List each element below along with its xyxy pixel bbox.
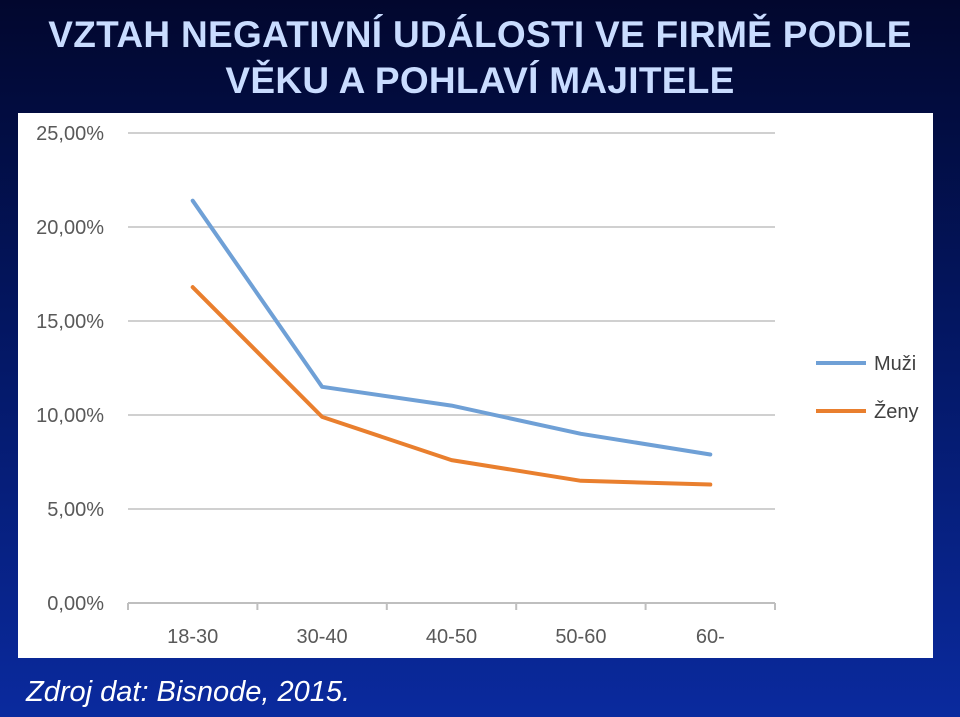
legend-label: Ženy — [874, 400, 918, 423]
legend: Muži Ženy — [816, 353, 918, 423]
slide-title: VZTAH NEGATIVNÍ UDÁLOSTI VE FIRMĚ PODLE … — [0, 12, 960, 104]
y-tick-label: 15,00% — [36, 311, 104, 333]
data-source-note: Zdroj dat: Bisnode, 2015. — [26, 676, 351, 708]
legend-label: Muži — [874, 353, 916, 375]
y-tick-label: 10,00% — [36, 405, 104, 427]
line-chart: 0,00% 5,00% 10,00% 15,00% 20,00% 25,00% 18-30 3… — [36, 123, 918, 648]
y-tick-label: 25,00% — [36, 123, 104, 145]
x-tick-label: 50-60 — [555, 626, 606, 648]
y-tick-label: 5,00% — [47, 499, 104, 521]
x-tick-label: 18-30 — [167, 626, 218, 648]
slide-title-line-1: VZTAH NEGATIVNÍ UDÁLOSTI VE FIRMĚ PODLE — [48, 14, 912, 55]
x-tick-label: 40-50 — [426, 626, 477, 648]
series-line-muži — [190, 198, 713, 457]
y-tick-label: 0,00% — [47, 593, 104, 615]
slide-title-line-2: VĚKU A POHLAVÍ MAJITELE — [225, 60, 735, 101]
x-tick-label: 30-40 — [297, 626, 348, 648]
gridlines — [128, 132, 775, 604]
series-lines — [190, 198, 713, 487]
axes: 0,00% 5,00% 10,00% 15,00% 20,00% 25,00% 18-30 3… — [36, 123, 776, 648]
chart-panel: 0,00% 5,00% 10,00% 15,00% 20,00% 25,00% 18-30 3… — [18, 113, 933, 658]
y-tick-label: 20,00% — [36, 217, 104, 239]
series-line-ženy — [190, 285, 713, 487]
x-tick-label: 60- — [696, 626, 725, 648]
